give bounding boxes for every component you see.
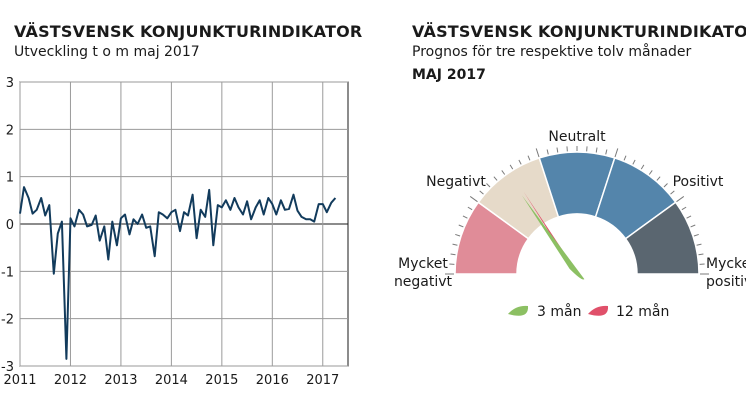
gauge-legend: 3 mån 12 mån [508,303,669,320]
gauge-tick [455,233,461,237]
gauge-tick [493,176,498,181]
gauge-tick [670,190,675,195]
x-tick-label: 2015 [205,373,238,388]
gauge-tick [614,148,619,158]
right-chart-period: MAJ 2017 [412,67,486,83]
gauge-label: negativt [394,274,453,290]
x-tick-label: 2012 [54,373,87,388]
gauge-tick [686,215,692,219]
legend-label-12-man: 12 mån [616,303,669,320]
x-tick-label: 2011 [3,373,36,388]
gauge-tick [486,183,491,188]
gauge-tick [518,159,522,165]
left-chart-subtitle: Utveckling t o m maj 2017 [14,44,200,60]
legend-swatch-3-man [508,305,529,316]
gauge-label: Mycket [706,256,746,272]
gauge-tick [469,196,478,203]
gauge-tick [693,233,699,237]
series-line [19,186,337,360]
gauge-tick [696,243,702,246]
gauge-label: Negativt [426,174,486,190]
y-tick-label: -3 [1,360,14,375]
right-chart-subtitle: Prognos för tre respektive tolv månader [412,44,692,60]
gauge-tick [556,147,559,153]
y-tick-label: 2 [6,123,14,138]
gauge-tick [458,224,464,228]
gauge-tick [452,243,458,246]
gauge-tick [681,206,687,211]
gauge-tick [546,149,549,155]
gauge-tick [640,164,645,170]
gauge-tick [632,159,636,165]
gauge-tick [690,224,696,228]
gauge-needles [521,191,585,280]
gauge-segment [624,201,700,275]
gauge-tick [595,147,598,153]
gauge-tick [698,253,704,256]
gauge-label: Neutralt [548,129,606,145]
legend-swatch-12-man [588,305,609,316]
legend-label-3-man: 3 mån [537,303,581,320]
y-tick-label: 0 [6,218,14,233]
x-tick-label: 2014 [155,373,188,388]
line-chart-plot [19,186,337,360]
right-chart-title: VÄSTSVENSK KONJUNKTURINDIKATOR [412,22,746,41]
y-tick-label: -2 [1,313,14,328]
x-tick-label: 2013 [104,373,137,388]
gauge-tick [462,215,468,219]
gauge-tick [648,170,653,175]
gauge-label: Positivt [673,174,724,190]
gauge-tick [527,155,531,161]
gauge-tick [450,253,456,256]
gauge-tick [605,149,608,155]
gauge-labels: Mycket negativt Negativt Neutralt Positivt My… [394,129,746,290]
y-tick-label: 3 [6,76,14,91]
gauge-tick [479,190,484,195]
gauge-tick [623,155,627,161]
gauge-tick [535,148,540,158]
x-tick-label: 2017 [306,373,339,388]
gauge-tick [676,196,685,203]
x-tick-label: 2016 [256,373,289,388]
gauge-label: positivt [706,274,746,290]
left-chart-title: VÄSTSVENSK KONJUNKTURINDIKATOR [14,22,363,41]
y-tick-label: 1 [6,171,14,186]
y-tick-label: -1 [1,265,14,280]
gauge-tick [467,206,473,211]
gauge-tick [656,176,661,181]
gauge-tick [501,170,506,175]
needle-3-man [521,195,585,280]
gauge-tick [663,183,668,188]
gauge-label: Mycket [398,256,448,272]
gauge-tick [509,164,514,170]
gauge-segments [445,146,709,275]
